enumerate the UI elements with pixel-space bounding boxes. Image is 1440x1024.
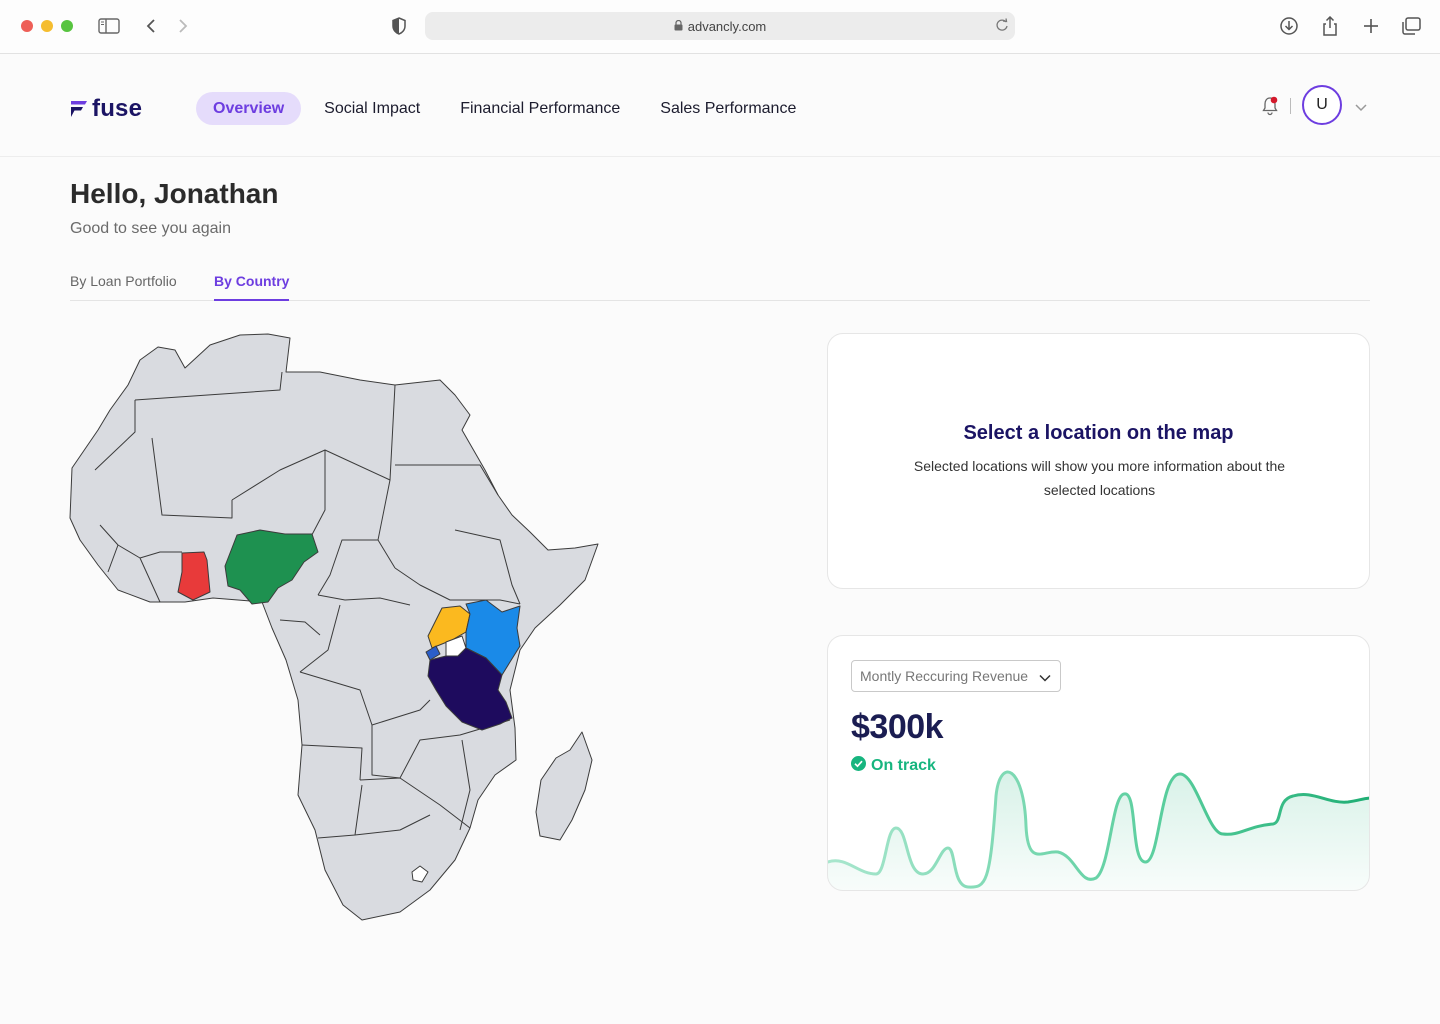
address-bar[interactable]: advancly.com xyxy=(425,12,1015,40)
url-text: advancly.com xyxy=(687,18,767,34)
africa-map[interactable] xyxy=(60,325,620,935)
sparkline-line xyxy=(828,770,1369,889)
status-text: On track xyxy=(871,757,936,774)
tab-by-country[interactable]: By Country xyxy=(214,273,290,301)
minimize-window-button[interactable] xyxy=(41,20,53,32)
check-circle-icon xyxy=(851,756,866,776)
close-window-button[interactable] xyxy=(21,20,33,32)
lock-icon xyxy=(674,19,683,34)
shield-icon[interactable] xyxy=(387,14,411,38)
revenue-sparkline xyxy=(828,770,1369,890)
back-arrow-icon[interactable] xyxy=(139,14,163,38)
sidebar-toggle-icon[interactable] xyxy=(97,14,121,38)
nav-overview[interactable]: Overview xyxy=(196,92,302,125)
sparkline-area xyxy=(828,772,1369,890)
nav-social-impact[interactable]: Social Impact xyxy=(324,99,421,117)
share-icon[interactable] xyxy=(1318,14,1342,38)
revenue-card: Montly Reccuring Revenue $300k On track xyxy=(827,635,1370,891)
app-header: fuse Overview Social Impact Financial Pe… xyxy=(0,55,1440,157)
country-rwanda[interactable] xyxy=(425,645,441,661)
nav-financial-performance[interactable]: Financial Performance xyxy=(460,99,621,117)
country-nigeria[interactable] xyxy=(224,529,319,605)
avatar[interactable]: U xyxy=(1302,85,1342,125)
chevron-down-icon xyxy=(1038,670,1052,686)
revenue-value: $300k xyxy=(851,708,944,746)
notification-bell-icon[interactable] xyxy=(1260,95,1280,117)
fuse-logo[interactable]: fuse xyxy=(70,95,142,123)
notification-dot xyxy=(1270,96,1278,104)
tab-overview-icon[interactable] xyxy=(1399,14,1423,38)
country-ghana[interactable] xyxy=(177,551,211,601)
nav-sales-performance[interactable]: Sales Performance xyxy=(660,99,797,117)
page-subtitle: Good to see you again xyxy=(70,220,232,237)
country-tanzania[interactable] xyxy=(427,647,513,731)
location-info-card: Select a location on the map Selected lo… xyxy=(827,333,1370,589)
new-tab-icon[interactable] xyxy=(1359,14,1383,38)
chevron-down-icon[interactable] xyxy=(1354,99,1368,117)
metric-select[interactable]: Montly Reccuring Revenue xyxy=(851,660,1061,692)
location-card-title: Select a location on the map xyxy=(963,422,1234,444)
maximize-window-button[interactable] xyxy=(61,20,73,32)
page-title: Hello, Jonathan xyxy=(70,178,279,209)
reload-icon[interactable] xyxy=(995,18,1009,35)
download-icon[interactable] xyxy=(1277,14,1301,38)
logo-text: fuse xyxy=(92,95,143,122)
forward-arrow-icon[interactable] xyxy=(171,14,195,38)
location-card-description: Selected locations will show you more in… xyxy=(913,458,1286,498)
madagascar-region xyxy=(535,731,593,841)
tab-by-loan-portfolio[interactable]: By Loan Portfolio xyxy=(70,273,177,289)
fuse-logo-icon xyxy=(71,101,87,117)
status-badge: On track xyxy=(851,756,936,776)
main-nav: Overview Social Impact Financial Perform… xyxy=(196,92,819,125)
lesotho-region xyxy=(411,865,429,883)
header-divider xyxy=(1290,98,1291,114)
country-kenya[interactable] xyxy=(465,599,521,676)
browser-chrome: advancly.com xyxy=(0,0,1440,54)
view-tabs: By Loan Portfolio By Country xyxy=(70,268,1370,301)
metric-select-value: Montly Reccuring Revenue xyxy=(860,668,1029,684)
